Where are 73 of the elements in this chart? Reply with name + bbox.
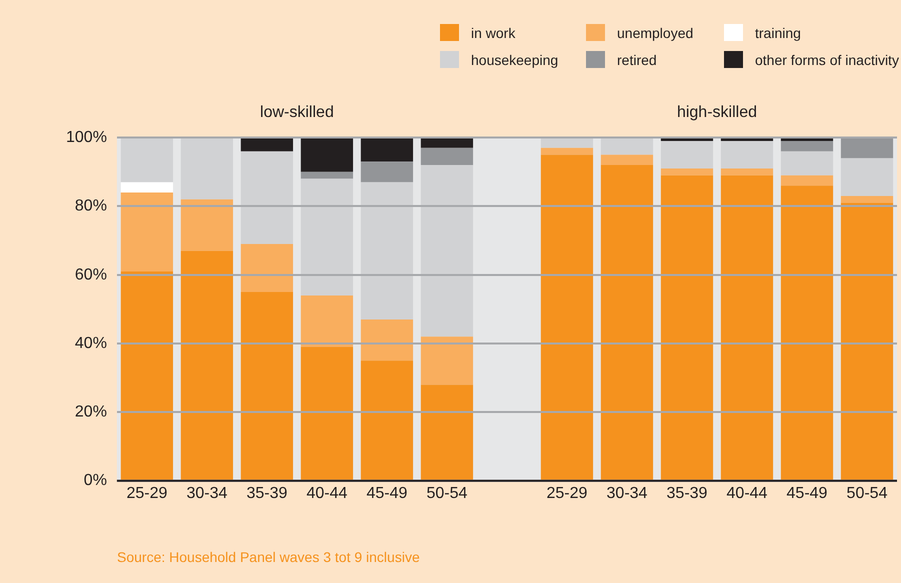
- bar: [840, 158, 894, 196]
- legend-label: in work: [471, 24, 516, 40]
- bar: [720, 175, 774, 480]
- x-tick-label: 45-49: [366, 484, 408, 502]
- bar: [720, 141, 774, 168]
- bar: [420, 165, 474, 337]
- bar: [600, 154, 654, 166]
- bar: [120, 182, 174, 193]
- x-tick-label: 30-34: [186, 484, 228, 502]
- legend-label: training: [755, 24, 801, 40]
- bar: [360, 162, 414, 182]
- bar: [660, 168, 714, 176]
- bar: [120, 138, 174, 182]
- bar: [720, 168, 774, 176]
- x-tick-label: 25-29: [546, 484, 588, 502]
- bar: [420, 384, 474, 480]
- x-tick-label: 35-39: [246, 484, 288, 502]
- bar: [360, 138, 414, 162]
- bar: [300, 138, 354, 172]
- bar: [840, 196, 894, 203]
- legend-label: other forms of inactivity: [755, 52, 899, 68]
- bar: [300, 346, 354, 480]
- bar: [600, 138, 654, 155]
- bar: [780, 175, 834, 186]
- x-tick-label: 50-54: [426, 484, 468, 502]
- bar: [780, 186, 834, 480]
- bar: [180, 138, 234, 200]
- y-tick-label: 80%: [74, 198, 107, 215]
- bar: [420, 148, 474, 166]
- bar: [540, 154, 594, 480]
- x-tick-label: 40-44: [306, 484, 348, 502]
- bar: [240, 244, 294, 292]
- x-tick-label: 40-44: [726, 484, 768, 502]
- bar: [540, 148, 594, 155]
- bar: [780, 141, 834, 152]
- y-tick-label: 20%: [74, 404, 107, 421]
- bar: [240, 138, 294, 152]
- y-tick-label: 40%: [74, 334, 107, 352]
- x-tick-label: 30-34: [606, 484, 648, 502]
- bar: [420, 138, 474, 148]
- legend-label: housekeeping: [471, 52, 558, 68]
- bar: [240, 151, 294, 244]
- bar: [840, 202, 894, 480]
- text: high-skilled: [676, 104, 757, 122]
- bar: [360, 182, 414, 320]
- bar: [120, 192, 174, 272]
- source-note: Source: Household Panel waves 3 tot 9 inclusive: [117, 549, 420, 565]
- x-tick-label: 25-29: [126, 484, 168, 502]
- x-tick-label: 35-39: [666, 484, 708, 502]
- bar: [600, 165, 654, 480]
- bar: [300, 178, 354, 296]
- bar: [540, 138, 594, 148]
- bar: [660, 175, 714, 480]
- bar: [840, 138, 894, 158]
- bar: [180, 199, 234, 251]
- bar: [780, 151, 834, 176]
- text: low-skilled: [260, 104, 334, 122]
- bar: [240, 292, 294, 480]
- bar: [120, 271, 174, 480]
- bar: [300, 172, 354, 179]
- bar: [360, 360, 414, 480]
- x-tick-label: 45-49: [786, 484, 828, 502]
- bar: [300, 295, 354, 347]
- x-tick-label: 50-54: [846, 484, 888, 502]
- bar: [360, 319, 414, 361]
- y-tick-label: 60%: [74, 266, 107, 284]
- legend-label: retired: [617, 52, 657, 68]
- bar: [660, 141, 714, 168]
- y-tick-label: 0%: [84, 472, 107, 490]
- bar: [420, 336, 474, 385]
- bar: [180, 250, 234, 480]
- y-tick-label: 100%: [66, 129, 107, 146]
- legend-label: unemployed: [617, 24, 694, 40]
